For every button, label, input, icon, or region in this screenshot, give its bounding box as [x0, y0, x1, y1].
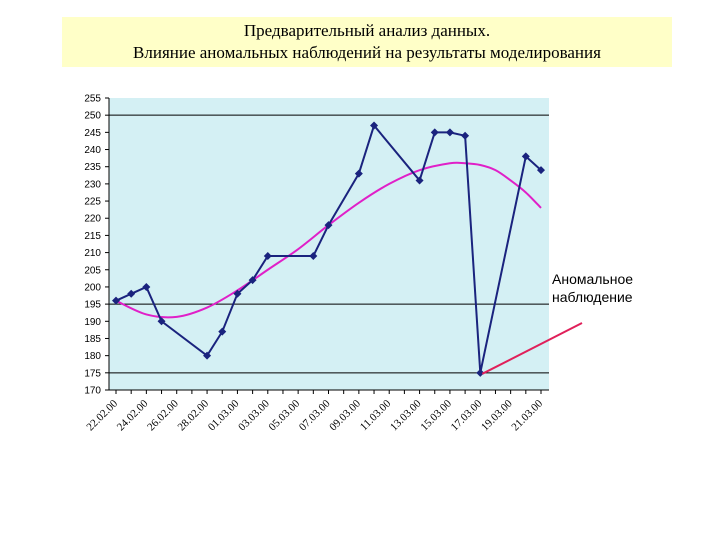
observed-series	[112, 121, 545, 377]
trend-line	[115, 161, 542, 319]
data-point-marker	[127, 289, 136, 298]
annotation-arrow-line	[481, 322, 583, 375]
data-point-marker	[354, 169, 363, 178]
data-point-marker	[476, 368, 485, 377]
x-tick-label: 03.03.00	[236, 397, 272, 433]
annotation-arrow	[481, 322, 583, 375]
y-tick-label: 210	[84, 248, 101, 259]
y-tick-label: 195	[84, 300, 101, 311]
data-point-marker	[112, 296, 120, 305]
data-point-marker	[430, 128, 439, 137]
y-tick-label: 220	[84, 214, 101, 225]
y-tick-label: 185	[84, 334, 101, 345]
chart-title: Предварительный анализ данных. Влияние а…	[62, 17, 672, 67]
data-point-marker	[233, 289, 242, 298]
y-tick-label: 230	[84, 179, 101, 190]
y-tick-label: 255	[84, 94, 101, 105]
y-tick-label: 215	[84, 231, 101, 242]
y-tick-label: 180	[84, 351, 101, 362]
x-axis-ticks: 22.02.0024.02.0026.02.0028.02.0001.03.00…	[84, 390, 545, 433]
annotation-line-2: наблюдение	[552, 289, 633, 305]
trend-series	[115, 161, 542, 319]
plot-area	[109, 98, 549, 390]
y-axis-ticks: 170 175 180 185 190 195 200 205 210 215 220 225 230 2…	[84, 94, 109, 397]
x-tick-label: 15.03.00	[418, 397, 454, 433]
annotation-line-1: Аномальное	[552, 271, 634, 287]
data-point-marker	[370, 121, 379, 130]
x-tick-label: 24.02.00	[115, 397, 151, 433]
data-point-marker	[157, 317, 166, 326]
y-tick-label: 235	[84, 162, 101, 173]
data-point-marker	[248, 276, 257, 285]
data-point-marker	[324, 221, 333, 230]
data-point-marker	[445, 128, 454, 137]
data-point-marker	[263, 252, 272, 261]
y-tick-label: 205	[84, 265, 101, 276]
y-tick-label: 170	[84, 386, 101, 397]
data-point-marker	[537, 166, 545, 175]
data-point-marker	[415, 176, 424, 185]
x-tick-label: 19.03.00	[479, 397, 515, 433]
x-tick-label: 05.03.00	[267, 397, 303, 433]
data-point-marker	[521, 152, 530, 161]
chart-title-line-2: Влияние аномальных наблюдений на результ…	[133, 43, 601, 62]
y-tick-label: 225	[84, 197, 101, 208]
y-tick-label: 245	[84, 128, 101, 139]
data-point-marker	[309, 252, 318, 261]
x-tick-label: 17.03.00	[449, 397, 485, 433]
data-point-marker	[142, 282, 151, 291]
x-tick-label: 21.03.00	[509, 397, 545, 433]
data-point-marker	[461, 131, 470, 140]
x-tick-label: 11.03.00	[358, 397, 394, 433]
data-point-marker	[203, 351, 212, 360]
x-tick-label: 22.02.00	[84, 397, 120, 433]
y-tick-label: 190	[84, 317, 101, 328]
x-tick-label: 26.02.00	[145, 397, 181, 433]
data-point-marker	[218, 327, 227, 336]
x-tick-label: 07.03.00	[297, 397, 333, 433]
annotation-label: Аномальное наблюдение	[552, 270, 662, 306]
y-tick-label: 200	[84, 282, 101, 293]
y-tick-label: 240	[84, 145, 101, 156]
x-tick-label: 01.03.00	[206, 397, 242, 433]
chart-title-line-1: Предварительный анализ данных.	[243, 21, 491, 40]
y-tick-label: 175	[84, 368, 101, 379]
x-tick-label: 09.03.00	[327, 397, 363, 433]
y-tick-label: 250	[84, 111, 101, 122]
x-tick-label: 28.02.00	[175, 397, 211, 433]
x-tick-label: 13.03.00	[388, 397, 424, 433]
